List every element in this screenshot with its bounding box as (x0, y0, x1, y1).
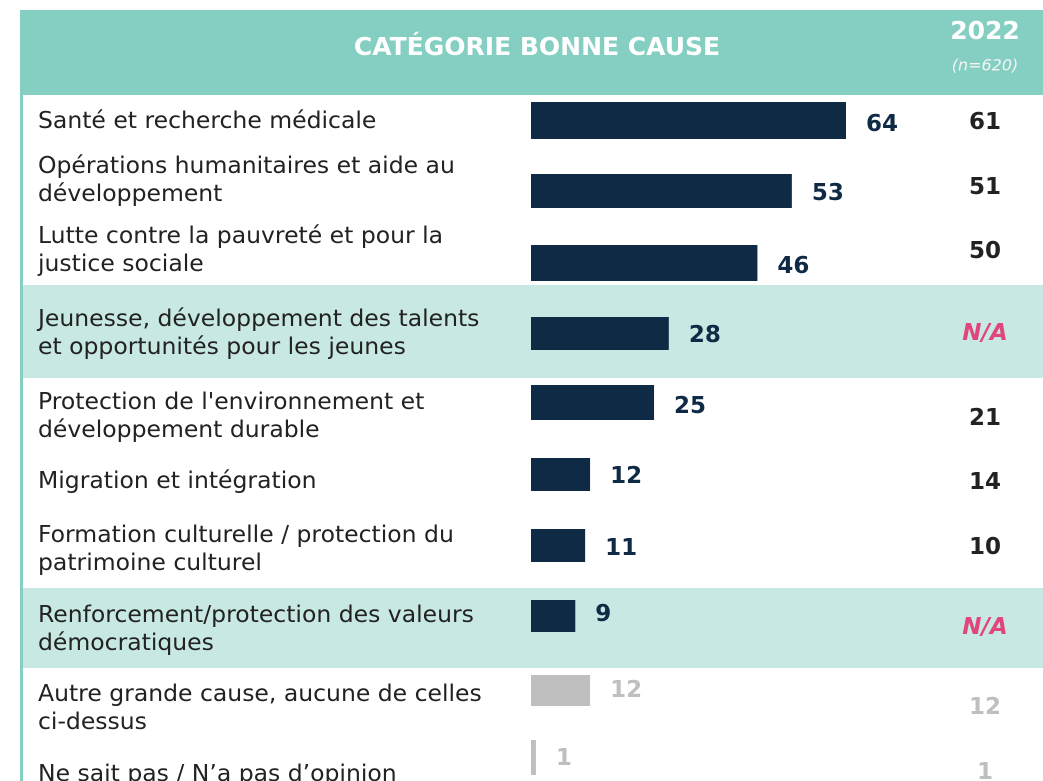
comparison-value: 14 (968, 469, 1002, 495)
value-label: 28 (688, 322, 721, 348)
bar (531, 529, 586, 562)
category-label: Formation culturelle / protection du pat… (38, 519, 454, 576)
value-label: 12 (610, 463, 643, 489)
bar (531, 317, 669, 350)
bar (531, 600, 576, 632)
bar (531, 675, 591, 706)
bar (531, 740, 536, 775)
category-label: Renforcement/protection des valeurs démo… (38, 600, 474, 656)
value-label: 64 (866, 111, 899, 137)
comparison-value: 50 (968, 238, 1002, 264)
category-label: Migration et intégration (38, 465, 317, 494)
category-label: Lutte contre la pauvreté et pour la just… (38, 220, 444, 277)
comparison-value: 1 (976, 759, 994, 781)
comparison-value: 21 (968, 405, 1002, 431)
value-label: 11 (605, 535, 638, 561)
value-label: 53 (811, 180, 844, 206)
comparison-missing: N/A (962, 614, 1008, 640)
bar (531, 245, 758, 281)
bar (531, 174, 792, 208)
category-label: Santé et recherche médicale (38, 106, 377, 134)
value-label: 12 (610, 677, 643, 703)
category-label: Opérations humanitaires et aide au dével… (38, 150, 455, 207)
category-label: Protection de l'environnement et dévelop… (38, 387, 425, 443)
category-label: Ne sait pas / N’a pas d’opinion (38, 758, 397, 781)
value-label: 46 (777, 253, 810, 279)
left-border (20, 95, 23, 781)
comparison-subtitle: (n=620) (952, 56, 1019, 75)
column-header: CATÉGORIE BONNE CAUSE (354, 32, 720, 61)
comparison-value: 12 (968, 694, 1002, 720)
comparison-value: 61 (968, 109, 1002, 135)
category-label: Jeunesse, développement des talents et o… (38, 303, 480, 360)
bar (531, 385, 655, 420)
comparison-title: 2022 (950, 16, 1020, 45)
value-label: 25 (674, 393, 707, 419)
value-label: 1 (555, 745, 572, 771)
value-label: 9 (595, 601, 612, 627)
bar (531, 102, 846, 139)
category-label: Autre grande cause, aucune de celles ci-… (38, 678, 482, 735)
comparison-value: 10 (968, 534, 1002, 560)
comparison-value: 51 (968, 174, 1002, 200)
bar (531, 458, 591, 491)
header-band (20, 10, 1043, 95)
comparison-missing: N/A (962, 320, 1008, 346)
